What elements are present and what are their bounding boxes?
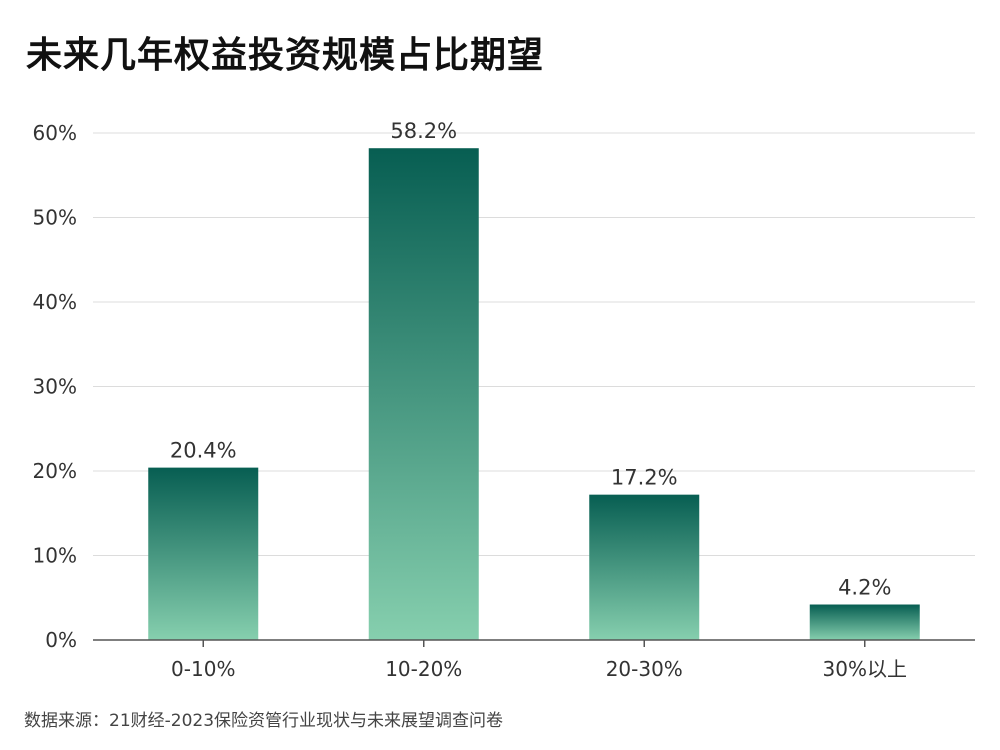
y-tick-label: 20% [33, 459, 77, 483]
x-tick-label: 20-30% [606, 657, 683, 681]
y-tick-label: 60% [33, 121, 77, 145]
data-label: 58.2% [390, 119, 457, 143]
x-tick-label: 10-20% [385, 657, 462, 681]
bars [148, 148, 920, 640]
data-label: 17.2% [611, 466, 678, 490]
x-tick-label: 0-10% [171, 657, 235, 681]
data-source-note: 数据来源：21财经-2023保险资管行业现状与未来展望调查问卷 [24, 711, 504, 731]
x-axis: 0-10% 10-20% 20-30% 30%以上 [93, 639, 975, 681]
y-tick-label: 50% [33, 206, 77, 230]
data-label: 20.4% [170, 439, 237, 463]
data-label: 4.2% [838, 576, 891, 600]
bar [148, 467, 259, 640]
data-labels: 20.4% 58.2% 17.2% 4.2% [170, 119, 892, 599]
y-tick-label: 0% [45, 628, 77, 652]
y-tick-label: 10% [33, 544, 77, 568]
bar [589, 494, 700, 640]
y-tick-label: 30% [33, 375, 77, 399]
chart-title: 未来几年权益投资规模占比期望 [26, 35, 545, 76]
y-tick-label: 40% [33, 290, 77, 314]
y-axis: 0% 10% 20% 30% 40% 50% 60% [33, 121, 77, 652]
bar [809, 604, 920, 640]
x-tick-label: 30%以上 [823, 657, 907, 681]
bar [368, 148, 479, 640]
